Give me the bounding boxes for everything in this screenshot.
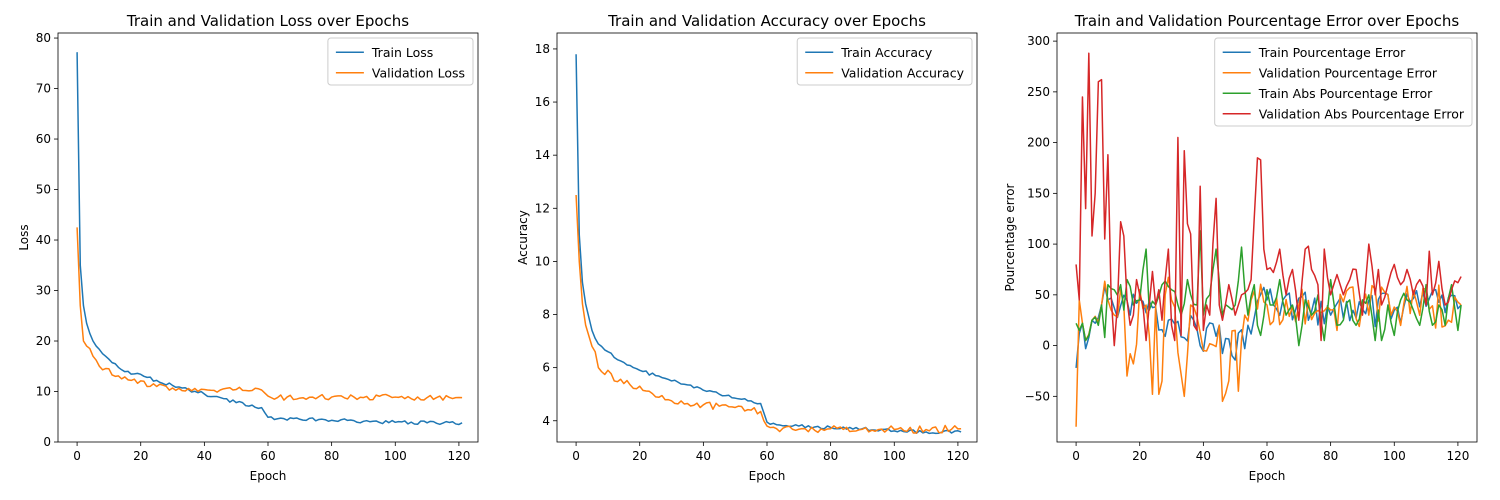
legend-label: Validation Loss	[372, 65, 465, 80]
x-tick-label: 0	[572, 449, 580, 463]
chart-title: Train and Validation Accuracy over Epoch…	[607, 12, 926, 30]
legend-label: Validation Abs Pourcentage Error	[1259, 106, 1465, 121]
x-tick-label: 40	[197, 449, 212, 463]
y-tick-label: 16	[535, 95, 550, 109]
series-line	[76, 52, 463, 426]
y-tick-label: 6	[542, 361, 550, 375]
x-tick-label: 60	[1259, 449, 1274, 463]
chart-title: Train and Validation Pourcentage Error o…	[1074, 12, 1460, 30]
y-tick-label: 12	[535, 201, 550, 215]
series-line	[575, 194, 962, 434]
y-axis-label: Loss	[17, 224, 31, 250]
x-tick-label: 20	[1132, 449, 1147, 463]
y-tick-label: 14	[535, 148, 550, 162]
y-tick-label: 50	[1035, 288, 1050, 302]
x-tick-label: 80	[1323, 449, 1338, 463]
x-axis-label: Epoch	[250, 469, 287, 483]
legend-label: Train Abs Pourcentage Error	[1258, 86, 1433, 101]
x-axis-label: Epoch	[749, 469, 786, 483]
legend-box	[327, 37, 474, 86]
y-tick-label: 0	[1042, 339, 1050, 353]
subplot-1: 0 20 40 60 80 100 120 0 10 20 30 40 50 60 70 80 Train an…	[17, 12, 479, 483]
x-tick-label: 80	[324, 449, 339, 463]
y-tick-label: 10	[535, 254, 550, 268]
x-tick-label: 0	[73, 449, 81, 463]
x-tick-label: 100	[1383, 449, 1406, 463]
x-tick-label: 40	[696, 449, 711, 463]
y-tick-label: 250	[1027, 85, 1050, 99]
axes-frame	[57, 32, 479, 443]
legend-label: Train Pourcentage Error	[1258, 45, 1406, 60]
x-tick-label: 120	[1446, 449, 1469, 463]
y-tick-label: 40	[36, 233, 51, 247]
subplot-2: 0 20 40 60 80 100 120 4 6 8 10 12 14 16 18 Train and Va…	[516, 12, 978, 483]
y-tick-label: 4	[542, 414, 550, 428]
legend-label: Validation Pourcentage Error	[1259, 65, 1438, 80]
x-axis-label: Epoch	[1249, 469, 1286, 483]
y-tick-label: 8	[542, 308, 550, 322]
series-line	[575, 54, 962, 435]
x-tick-label: 40	[1196, 449, 1211, 463]
y-tick-label: 0	[43, 435, 51, 449]
x-tick-label: 120	[946, 449, 969, 463]
x-tick-label: 20	[632, 449, 647, 463]
y-tick-label: −50	[1025, 389, 1050, 403]
series-line	[1075, 52, 1462, 347]
series-line	[76, 227, 463, 401]
subplot-3: 0 20 40 60 80 100 120 −50 0 50 100 150 200 250 300 Trai…	[1003, 12, 1478, 483]
x-tick-label: 60	[260, 449, 275, 463]
series-line	[1075, 230, 1462, 347]
y-tick-label: 18	[535, 42, 550, 56]
y-tick-label: 150	[1027, 186, 1050, 200]
y-tick-label: 200	[1027, 136, 1050, 150]
y-axis-label: Pourcentage error	[1003, 183, 1017, 291]
y-tick-label: 50	[36, 183, 51, 197]
x-tick-label: 120	[447, 449, 470, 463]
x-tick-label: 80	[823, 449, 838, 463]
x-tick-label: 100	[384, 449, 407, 463]
legend-label: Train Accuracy	[840, 45, 933, 60]
y-axis-label: Accuracy	[516, 210, 530, 265]
x-tick-label: 0	[1072, 449, 1080, 463]
legend-label: Validation Accuracy	[841, 65, 964, 80]
chart-title: Train and Validation Loss over Epochs	[126, 12, 409, 30]
x-tick-label: 60	[759, 449, 774, 463]
x-tick-label: 100	[883, 449, 906, 463]
y-tick-label: 80	[36, 31, 51, 45]
legend-label: Train Loss	[371, 45, 433, 60]
legend-box	[1214, 37, 1473, 127]
y-tick-label: 60	[36, 132, 51, 146]
x-tick-label: 20	[133, 449, 148, 463]
legend-box	[796, 37, 973, 86]
y-tick-label: 10	[36, 385, 51, 399]
y-tick-label: 20	[36, 334, 51, 348]
y-tick-label: 70	[36, 82, 51, 96]
y-tick-label: 30	[36, 284, 51, 298]
y-tick-label: 300	[1027, 34, 1050, 48]
y-tick-label: 100	[1027, 237, 1050, 251]
